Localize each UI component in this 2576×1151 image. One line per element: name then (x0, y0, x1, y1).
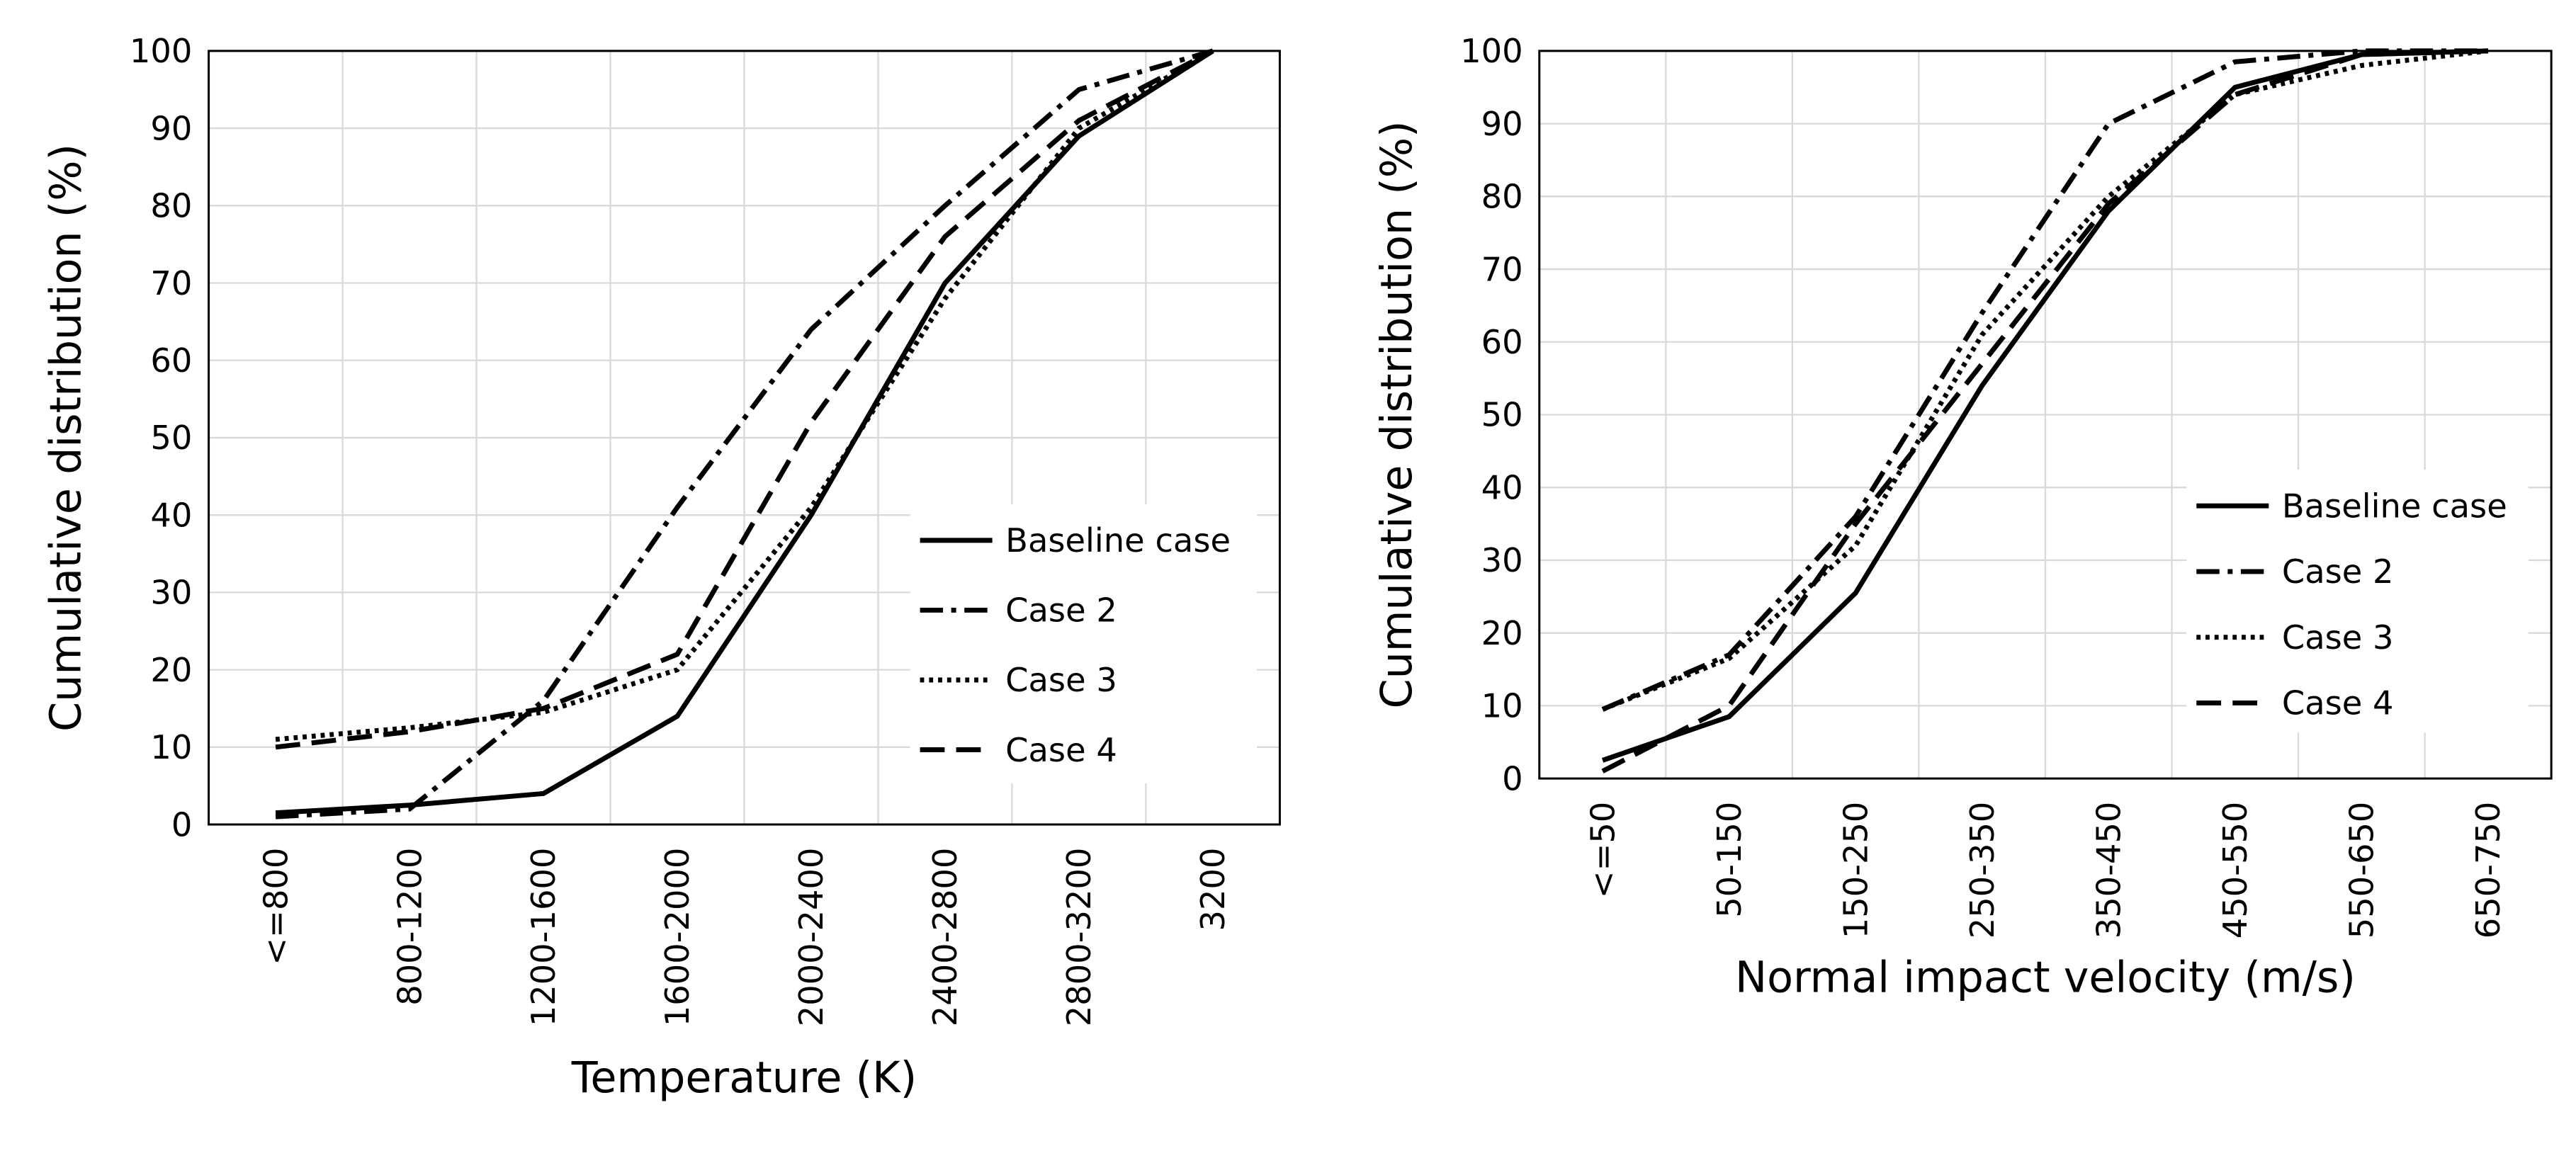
x-tick-label: <=50 (1583, 802, 1622, 899)
x-tick-label: 800-1200 (390, 847, 429, 1005)
legend-label: Case 4 (2282, 684, 2394, 722)
legend-label: Case 3 (1005, 661, 1117, 699)
y-tick-label: 70 (1481, 250, 1523, 288)
x-tick-label: 650-750 (2469, 802, 2507, 939)
plot-frame (208, 50, 1281, 826)
y-tick-label: 60 (150, 341, 192, 380)
y-tick-label: 0 (171, 805, 193, 844)
x-tick-label: 50-150 (1710, 802, 1749, 918)
series-line (275, 48, 1214, 816)
y-tick-label: 20 (1481, 614, 1523, 652)
y-tick-label: 30 (150, 574, 192, 612)
y-tick-label: 50 (150, 419, 192, 457)
y-tick-label: 50 (1481, 396, 1523, 434)
y-axis-title: Cumulative distribution (%) (42, 144, 91, 732)
series-line (1601, 48, 2488, 712)
legend-box (910, 504, 1257, 784)
legend-label: Case 2 (2282, 552, 2394, 591)
x-tick-label: 550-650 (2343, 802, 2381, 939)
y-tick-label: 40 (150, 496, 192, 534)
legend-label: Case 3 (2282, 618, 2394, 657)
legend-label: Baseline case (2282, 487, 2507, 525)
x-tick-label: 2000-2400 (792, 847, 830, 1026)
x-axis-title: Temperature (K) (571, 1053, 917, 1103)
y-tick-label: 60 (1481, 323, 1523, 361)
x-tick-label: 3200 (1194, 847, 1232, 931)
x-tick-label: 1200-1600 (524, 847, 563, 1026)
y-tick-label: 100 (1460, 32, 1523, 70)
x-axis-title: Normal impact velocity (m/s) (1735, 953, 2356, 1003)
legend-label: Case 2 (1005, 591, 1117, 630)
y-tick-label: 30 (1481, 541, 1523, 579)
x-tick-label: 350-450 (2089, 802, 2128, 939)
y-tick-label: 80 (150, 187, 192, 225)
y-tick-label: 70 (150, 264, 192, 302)
legend-label: Case 4 (1005, 731, 1117, 769)
y-axis-title: Cumulative distribution (%) (1372, 120, 1422, 708)
y-tick-label: 90 (1481, 105, 1523, 143)
y-tick-label: 0 (1502, 759, 1523, 798)
x-tick-label: 1600-2000 (658, 847, 696, 1026)
series-line (275, 48, 1214, 742)
y-tick-label: 100 (130, 32, 193, 70)
series-line (275, 48, 1214, 820)
y-tick-label: 90 (150, 109, 192, 147)
plot-frame (1538, 50, 2553, 780)
y-tick-label: 10 (150, 728, 192, 766)
series-line (1601, 48, 2488, 773)
y-tick-label: 20 (150, 651, 192, 689)
x-tick-label: 450-550 (2216, 802, 2254, 939)
x-tick-label: 2400-2800 (926, 847, 964, 1026)
y-tick-label: 40 (1481, 468, 1523, 506)
series-line (1601, 48, 2489, 712)
y-tick-label: 80 (1481, 178, 1523, 216)
x-tick-label: 2800-3200 (1060, 847, 1098, 1026)
x-tick-label: 250-350 (1963, 802, 2001, 939)
legend-box (2186, 470, 2529, 733)
series-line (275, 48, 1214, 750)
y-tick-label: 10 (1481, 687, 1523, 725)
x-tick-label: <=800 (256, 847, 295, 965)
x-tick-label: 150-250 (1836, 802, 1875, 939)
legend-label: Baseline case (1005, 521, 1231, 560)
